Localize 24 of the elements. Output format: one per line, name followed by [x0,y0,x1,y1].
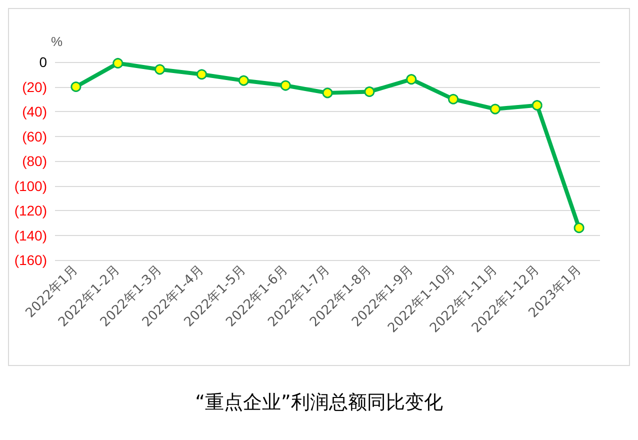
point [238,75,249,86]
y-tick-label: (80) [22,153,47,169]
point [70,82,82,92]
point [448,94,459,104]
y-tick-label: (60) [22,128,47,144]
y-tick-label: 0 [39,54,48,70]
y-tick-label: (120) [14,202,47,218]
y-tick-label: (20) [22,78,47,95]
point [196,69,207,80]
point [490,104,500,114]
y-tick-label: (140) [14,227,47,244]
y-tick-label: (100) [14,178,47,194]
y-tick-label: (160) [14,252,47,268]
point [322,88,333,98]
text: “重点企业”利润总额同比变化 [195,392,443,414]
y-tick-label: (40) [22,104,47,120]
point [364,86,375,97]
point [574,222,584,234]
point [112,58,124,68]
point [154,64,166,75]
point [280,80,291,91]
y-axis-title: % [51,34,63,49]
point [532,100,542,111]
point [406,74,417,85]
